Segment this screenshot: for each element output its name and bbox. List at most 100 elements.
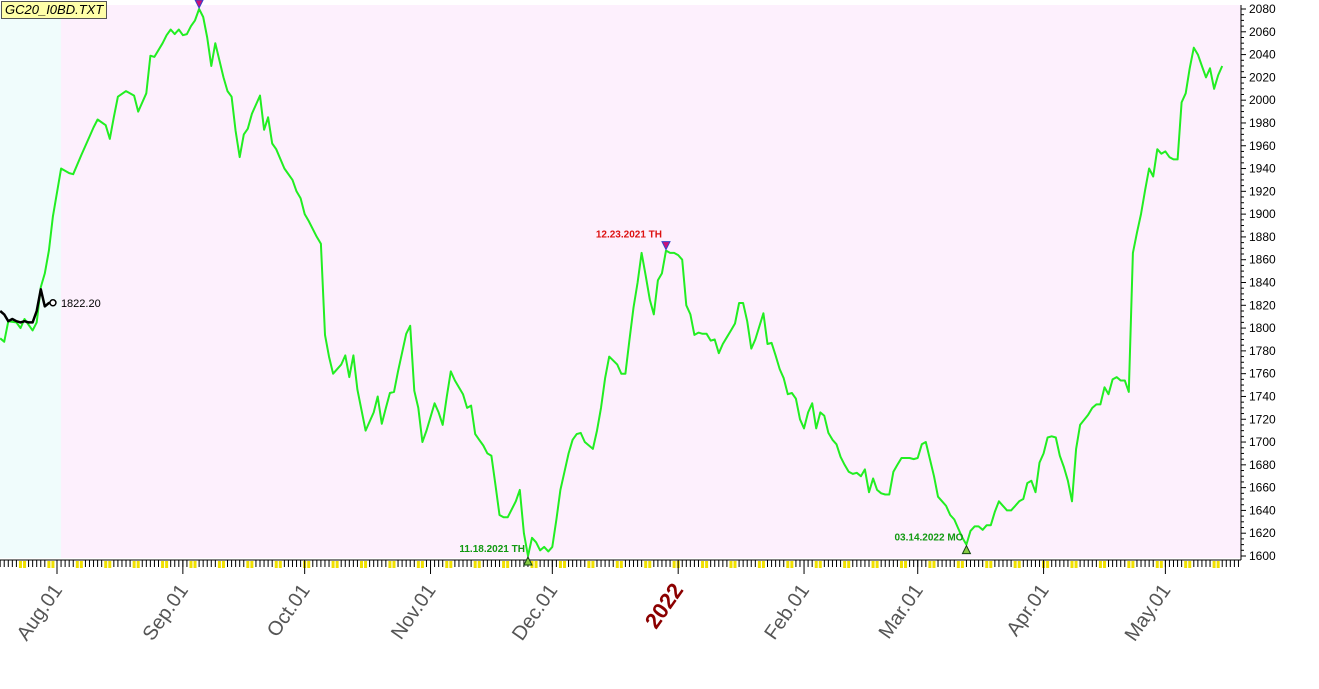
weekend-marker [19,561,22,568]
y-tick-label: 2020 [1249,70,1276,84]
weekend-marker [189,561,192,568]
x-tick-label: Oct.01 [263,580,315,641]
weekend-marker [478,561,481,568]
weekend-marker [985,561,988,568]
weekend-marker [506,561,509,568]
weekend-marker [928,561,931,568]
x-axis: Aug.01 Sep.01 Oct.01 Nov.01 Dec.01 2022 Feb.01… [0,560,1241,645]
y-tick-label: 1700 [1249,435,1276,449]
weekend-marker [275,561,278,568]
weekend-marker [559,561,562,568]
y-axis: 1600 1620 1640 1660 1680 1700 1720 1740 1760 1780… [1241,2,1276,563]
last-value-marker [50,300,56,306]
y-tick-label: 2060 [1249,25,1276,39]
weekend-marker [957,561,960,568]
low-label: 03.14.2022 MO [895,533,964,544]
high-label: 12.23.2021 TH [596,230,662,241]
weekend-marker [1184,561,1187,568]
weekend-marker [449,561,452,568]
weekend-marker [563,561,566,568]
plot-background-left [0,5,61,558]
last-value-label: 1822.20 [61,298,101,310]
y-tick-label: 1800 [1249,321,1276,335]
weekend-marker [76,561,79,568]
y-tick-label: 1840 [1249,276,1276,290]
chart-title: GC20_I0BD.TXT [1,1,107,19]
weekend-marker [587,561,590,568]
weekend-marker [734,561,737,568]
weekend-marker [1213,561,1216,568]
plot-background-main [61,5,1241,558]
weekend-marker [421,561,424,568]
weekend-marker [876,561,879,568]
weekend-marker [729,561,732,568]
weekend-marker [701,561,704,568]
weekend-marker [932,561,935,568]
y-tick-label: 1940 [1249,162,1276,176]
weekend-marker [1046,561,1049,568]
weekend-marker [250,561,253,568]
weekend-marker [904,561,907,568]
weekend-marker [535,561,538,568]
weekend-marker [673,561,676,568]
x-tick-label: Mar.01 [875,580,928,643]
y-tick-label: 1680 [1249,458,1276,472]
weekend-marker [1127,561,1130,568]
y-tick-label: 1640 [1249,503,1276,517]
weekend-marker [1131,561,1134,568]
weekend-marker [900,561,903,568]
weekend-marker [23,561,26,568]
x-tick-label: Sep.01 [139,580,193,645]
weekend-marker [644,561,647,568]
y-tick-label: 1820 [1249,298,1276,312]
weekend-marker [332,561,335,568]
y-tick-label: 1600 [1249,549,1276,563]
weekend-marker [246,561,249,568]
weekend-marker [786,561,789,568]
y-tick-label: 1920 [1249,184,1276,198]
weekend-marker [591,561,594,568]
y-tick-label: 1960 [1249,139,1276,153]
weekend-marker [47,561,50,568]
weekend-marker [108,561,111,568]
weekend-marker [1103,561,1106,568]
x-tick-label: Aug.01 [13,580,67,645]
weekend-marker [616,561,619,568]
weekend-marker [790,561,793,568]
weekend-marker [1018,561,1021,568]
weekend-marker [843,561,846,568]
weekend-marker [474,561,477,568]
weekend-marker [80,561,83,568]
weekend-marker [1071,561,1074,568]
y-tick-label: 1660 [1249,481,1276,495]
weekend-marker [218,561,221,568]
weekend-marker [336,561,339,568]
weekend-marker [360,561,363,568]
weekend-marker [961,561,964,568]
weekend-marker [872,561,875,568]
weekend-marker [1099,561,1102,568]
y-tick-label: 1980 [1249,116,1276,130]
weekend-marker [388,561,391,568]
weekend-marker [762,561,765,568]
weekend-marker [51,561,54,568]
y-tick-label: 2080 [1249,2,1276,16]
x-tick-label: May.01 [1121,580,1176,645]
x-tick-label: 2022 [640,579,689,633]
weekend-marker [222,561,225,568]
weekend-marker [502,561,505,568]
weekend-marker [417,561,420,568]
weekend-marker [194,561,197,568]
y-tick-label: 1760 [1249,367,1276,381]
weekend-marker [165,561,168,568]
weekend-marker [1014,561,1017,568]
weekend-marker [989,561,992,568]
x-tick-label: Apr.01 [1002,580,1053,640]
x-tick-label: Dec.01 [508,580,562,645]
weekend-marker [648,561,651,568]
y-tick-label: 2000 [1249,93,1276,107]
x-tick-label: Feb.01 [760,580,814,644]
weekend-marker [133,561,136,568]
weekend-marker [1217,561,1220,568]
